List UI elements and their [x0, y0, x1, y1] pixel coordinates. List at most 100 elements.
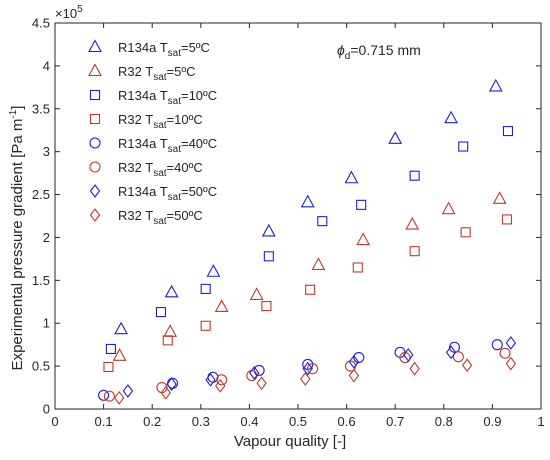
legend-tsat-value: =10ºC — [181, 88, 217, 103]
x-tick-label: 0.5 — [289, 414, 307, 429]
data-point — [405, 216, 420, 230]
data-point — [353, 351, 365, 364]
data-point — [352, 262, 363, 273]
x-tick-label: 0.1 — [95, 414, 113, 429]
y-tick-label: 1.5 — [32, 273, 50, 288]
legend-entry: R32 Tsat=40ºC — [89, 160, 203, 179]
legend-tsat-value: =10ºC — [167, 112, 203, 127]
data-point — [502, 126, 514, 137]
data-point — [458, 141, 469, 152]
data-points — [98, 78, 517, 405]
data-point — [112, 348, 127, 361]
data-point — [300, 194, 315, 208]
data-point — [302, 361, 313, 376]
x-tick-label: 0.6 — [338, 414, 356, 429]
legend-entry: R32 Tsat=50ºC — [89, 208, 203, 227]
data-point — [348, 368, 360, 383]
data-point — [488, 78, 503, 92]
data-point — [505, 336, 517, 350]
legend-tsat-subscript: sat — [168, 144, 182, 155]
legend-refrigerant: R32 — [118, 208, 142, 223]
data-point — [505, 356, 517, 371]
legend-tsat-value: =5ºC — [181, 40, 210, 55]
x-axis-label: Vapour quality [-] — [234, 433, 346, 450]
y-multiplier-exponent: 5 — [77, 4, 83, 15]
legend-tsat-prefix: T — [156, 40, 167, 55]
legend-entry: R134a Tsat=50ºC — [89, 184, 217, 203]
legend-marker — [89, 161, 101, 173]
legend-tsat-prefix: T — [156, 88, 167, 103]
x-axis: 0 0.1 0.2 0.3 0.4 0.5 0.6 0.7 0.8 0.9 1 — [51, 23, 545, 429]
legend-label: R134a Tsat=50ºC — [118, 184, 217, 203]
y-axis-label-exponent: -1 — [8, 109, 19, 118]
y-tick-label: 2.5 — [32, 187, 50, 202]
data-point — [200, 283, 211, 294]
legend-tsat-subscript: sat — [153, 120, 167, 131]
legend-marker — [89, 184, 101, 198]
data-point — [122, 384, 134, 398]
annotation-text: =0.715 mm — [350, 42, 420, 58]
data-point — [409, 170, 420, 181]
y-axis-multiplier: ×105 — [55, 4, 83, 21]
legend-tsat-subscript: sat — [168, 192, 182, 203]
legend-refrigerant: R134a — [118, 136, 157, 151]
data-point — [215, 378, 226, 393]
data-point — [491, 339, 503, 351]
legend-tsat-prefix: T — [142, 64, 153, 79]
legend-tsat-subscript: sat — [153, 168, 167, 179]
data-point — [441, 201, 456, 215]
data-point — [113, 390, 125, 405]
legend-entry: R32 Tsat=5ºC — [88, 63, 196, 83]
y-tick-label: 0.5 — [32, 359, 50, 374]
legend-tsat-subscript: sat — [153, 216, 167, 227]
data-point — [448, 341, 461, 353]
data-point — [164, 284, 179, 298]
legend-tsat-prefix: T — [142, 112, 153, 127]
legend-marker — [89, 208, 101, 222]
legend-refrigerant: R32 — [118, 64, 142, 79]
legend-tsat-prefix: T — [142, 208, 153, 223]
data-point — [261, 223, 276, 237]
y-axis: 0 0.5 1 1.5 2 2.5 3 3.5 4 4.5 — [32, 16, 541, 417]
legend-tsat-value: =50ºC — [181, 184, 217, 199]
data-point — [348, 354, 360, 369]
legend-tsat-subscript: sat — [168, 96, 182, 107]
data-point — [200, 320, 211, 331]
y-axis-label: Experimental pressure gradient [Pa m-1] — [8, 106, 26, 371]
legend-label: R32 Tsat=40ºC — [118, 160, 203, 179]
legend-tsat-value: =5ºC — [167, 64, 196, 79]
data-point — [307, 363, 319, 375]
legend-tsat-value: =40ºC — [181, 136, 217, 151]
data-point — [155, 307, 166, 318]
legend-tsat-value: =50ºC — [167, 208, 203, 223]
y-axis-label-close: ] — [9, 106, 26, 110]
data-point — [317, 216, 328, 227]
x-tick-label: 1 — [537, 414, 544, 429]
legend-label: R32 Tsat=5ºC — [118, 64, 196, 83]
data-point — [388, 131, 403, 144]
x-tick-label: 0.3 — [192, 414, 210, 429]
data-point — [409, 361, 420, 376]
data-point — [205, 372, 216, 387]
legend-tsat-subscript: sat — [168, 48, 182, 59]
data-point — [216, 374, 228, 386]
data-point — [501, 214, 513, 225]
series-r32-circle — [103, 347, 511, 402]
legend-label: R32 Tsat=50ºC — [118, 208, 203, 227]
data-point — [445, 345, 457, 360]
data-point — [166, 377, 177, 392]
data-point — [344, 170, 359, 184]
legend-label: R134a Tsat=40ºC — [118, 136, 217, 155]
legend-refrigerant: R134a — [118, 40, 157, 55]
data-point — [311, 257, 326, 270]
data-point — [162, 335, 173, 346]
data-point — [98, 389, 110, 401]
legend-refrigerant: R32 — [118, 160, 142, 175]
data-point — [460, 227, 471, 238]
legend-tsat-prefix: T — [156, 136, 167, 151]
legend-refrigerant: R32 — [118, 112, 142, 127]
data-point — [160, 385, 171, 400]
data-point — [206, 264, 221, 277]
